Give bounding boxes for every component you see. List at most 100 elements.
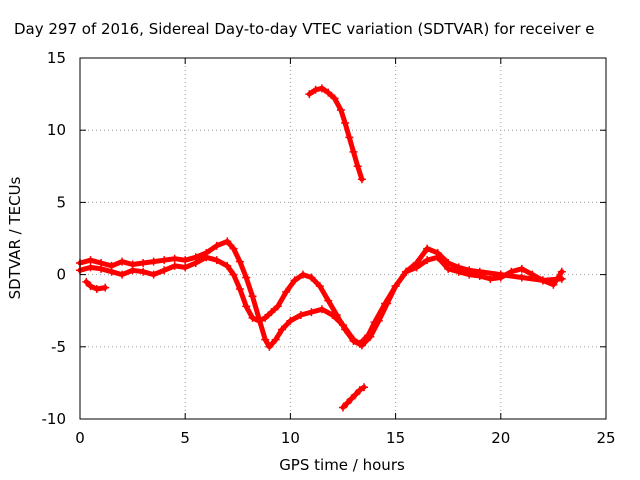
data-point [181,263,190,272]
data-point [317,84,326,93]
data-point [223,237,232,246]
grid [80,58,606,419]
data-point [149,270,158,279]
data-point [391,282,400,291]
data-point [307,308,316,317]
data-point [160,256,169,265]
data-point [242,302,251,311]
data-point [290,276,299,285]
data-point [307,273,316,282]
data-point [496,273,505,282]
data-point [366,332,375,341]
data-point [265,342,274,351]
data-point [271,335,280,344]
data-point [349,337,358,346]
data-point [229,244,238,253]
data-point [347,394,356,403]
data-point [315,282,324,291]
data-point [486,274,495,283]
data-point [248,292,257,301]
data-point [454,267,463,276]
data-point [317,305,326,314]
x-tick-label: 20 [491,429,510,447]
y-axis-label: SDTVAR / TECUs [6,176,24,299]
data-point [229,270,238,279]
data-point [86,263,95,272]
data-point [282,287,291,296]
data-point [475,272,484,281]
data-point [299,270,308,279]
data-point [538,276,547,285]
data-point [353,162,362,171]
data-point [355,386,364,395]
data-point [170,261,179,270]
data-point [433,253,442,262]
data-point [242,273,251,282]
data-point [139,267,148,276]
x-tick-label: 15 [386,429,405,447]
data-point [324,296,333,305]
data-point [336,105,345,114]
series-arc-5 [339,383,369,412]
data-point [235,257,244,266]
data-point [191,259,200,268]
series-arc-4 [305,84,366,184]
data-point [339,403,347,412]
data-point [92,285,101,294]
data-point [305,90,314,99]
data-point [357,341,366,350]
data-point [128,266,137,275]
data-point [86,256,95,265]
data-point [254,316,263,325]
y-tick-label: 10 [47,121,66,139]
data-point [517,273,526,282]
data-point [341,118,350,127]
y-tick-label: 15 [47,49,66,67]
data-point [324,88,333,97]
data-point [170,254,179,263]
data-point [97,264,106,273]
y-tick-label: -10 [42,410,67,428]
data-point [86,282,95,291]
data-point [261,313,270,322]
data-point [360,383,369,392]
data-point [118,257,127,266]
x-axis-label: GPS time / hours [279,456,405,474]
data-point [82,277,91,286]
data-point [357,175,366,184]
y-tick-label: 0 [56,266,66,284]
data-point [107,267,116,276]
data-point [343,399,352,408]
data-point [444,264,453,273]
data-point [351,390,360,399]
data-point [528,270,537,279]
series-arc-2 [76,253,566,350]
data-point [267,308,276,317]
data-point [517,264,526,273]
data-point [101,283,110,292]
y-tick-label: 5 [56,193,66,211]
axis-ticks: 0 5 10 15 20 25 -10 -5 0 5 10 15 [42,49,616,447]
data-point [311,85,320,94]
data-point [212,256,221,265]
data-point [349,147,358,156]
data-point [248,313,257,322]
x-tick-label: 0 [75,429,85,447]
data-point [212,241,221,250]
data-point [181,256,190,265]
data-point [235,285,244,294]
data-point [341,325,350,334]
data-point [277,325,286,334]
data-point [557,267,566,276]
data-point [465,270,474,279]
y-tick-label: -5 [51,338,66,356]
x-tick-label: 5 [180,429,190,447]
data-point [261,335,270,344]
data-point [149,257,158,266]
plot-frame [79,57,607,420]
series-line [83,279,108,292]
data-point [223,261,232,270]
data-point [296,311,305,320]
data-point [412,263,421,272]
